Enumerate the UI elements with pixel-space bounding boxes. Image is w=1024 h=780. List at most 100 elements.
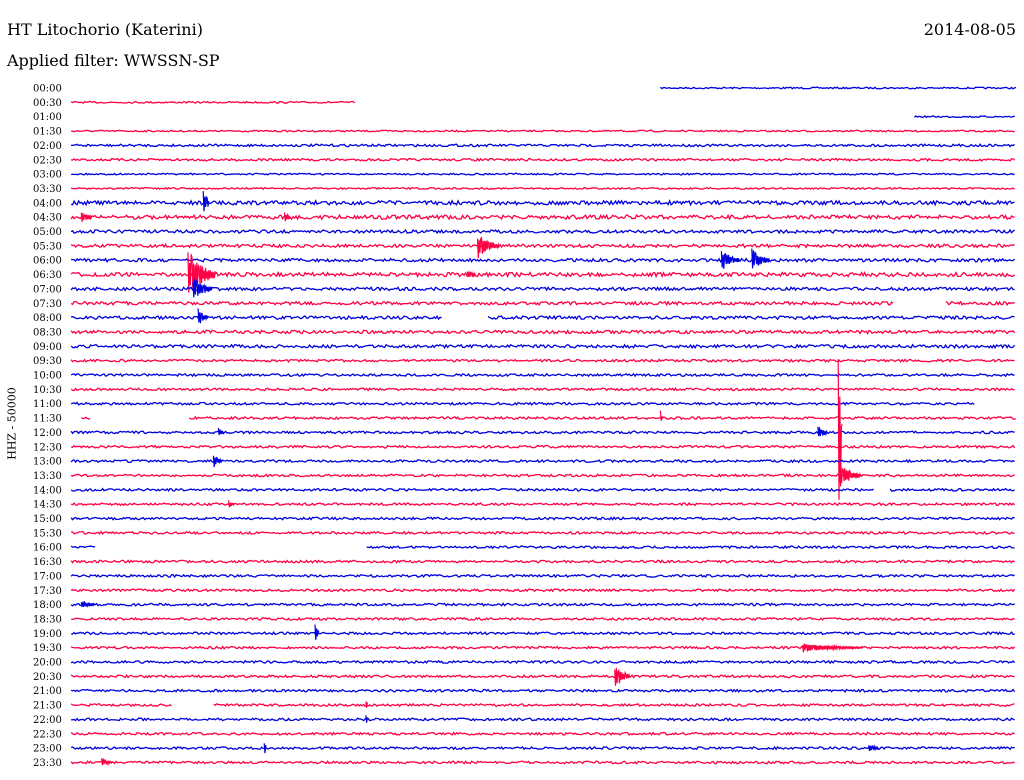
row-time-label: 07:30 bbox=[33, 299, 62, 310]
seismic-event bbox=[80, 212, 93, 222]
trace-line bbox=[70, 760, 1015, 765]
trace-line bbox=[913, 115, 1015, 119]
seismic-event bbox=[838, 461, 862, 484]
trace-line bbox=[70, 702, 1015, 708]
seismic-event bbox=[314, 624, 320, 640]
trace-line bbox=[70, 172, 1015, 176]
row-time-label: 04:30 bbox=[33, 213, 62, 224]
row-time-label: 13:00 bbox=[33, 457, 62, 468]
row-time-label: 15:00 bbox=[33, 514, 62, 525]
trace-line bbox=[70, 616, 1015, 622]
row-time-label: 05:30 bbox=[33, 241, 62, 252]
trace-line bbox=[70, 602, 1015, 607]
row-time-label: 06:00 bbox=[33, 256, 62, 267]
trace-line bbox=[70, 186, 1015, 191]
row-time-label: 05:00 bbox=[33, 227, 62, 238]
seismic-event bbox=[217, 427, 225, 436]
row-time-label: 11:00 bbox=[33, 399, 62, 410]
row-time-label: 01:30 bbox=[33, 127, 62, 138]
trace-line bbox=[70, 228, 1016, 235]
trace-line bbox=[70, 516, 1015, 521]
row-time-label: 06:30 bbox=[33, 270, 62, 281]
seismic-event bbox=[263, 743, 267, 754]
trace-line bbox=[70, 544, 1015, 550]
seismic-event bbox=[197, 308, 209, 324]
trace-line bbox=[70, 100, 356, 104]
trace-line bbox=[70, 731, 1015, 737]
row-time-label: 11:30 bbox=[33, 414, 62, 425]
row-time-label: 08:30 bbox=[33, 327, 62, 338]
seismic-event bbox=[614, 667, 631, 686]
trace-line bbox=[71, 129, 1015, 133]
row-time-label: 02:30 bbox=[33, 155, 62, 166]
row-time-label: 01:00 bbox=[33, 112, 62, 123]
row-time-label: 19:30 bbox=[33, 643, 62, 654]
row-time-label: 12:00 bbox=[33, 428, 62, 439]
trace-line bbox=[70, 343, 1016, 350]
row-time-label: 15:30 bbox=[33, 528, 62, 539]
seismic-event bbox=[802, 643, 864, 653]
row-time-label: 03:00 bbox=[33, 170, 62, 181]
trace-line bbox=[70, 157, 1016, 162]
row-time-label: 22:00 bbox=[33, 715, 62, 726]
trace-line bbox=[70, 645, 1016, 650]
trace-line bbox=[70, 401, 975, 407]
row-time-label: 14:00 bbox=[33, 485, 62, 496]
trace-line bbox=[70, 530, 1015, 536]
record-date: 2014-08-05 bbox=[923, 20, 1016, 39]
seismic-event bbox=[212, 455, 222, 468]
trace-line bbox=[71, 143, 1015, 148]
row-time-label: 23:00 bbox=[33, 744, 62, 755]
row-time-label: 17:30 bbox=[33, 586, 62, 597]
row-time-label: 07:00 bbox=[33, 284, 62, 295]
trace-line bbox=[70, 688, 1016, 693]
trace-line bbox=[70, 473, 1015, 478]
row-time-label: 14:30 bbox=[33, 500, 62, 511]
seismic-event bbox=[476, 236, 500, 259]
trace-line bbox=[70, 430, 1015, 435]
row-time-label: 12:30 bbox=[33, 442, 62, 453]
station-title: HT Litochorio (Katerini) bbox=[7, 20, 203, 39]
trace-line bbox=[70, 487, 1015, 493]
trace-line bbox=[70, 242, 1015, 249]
seismic-event bbox=[751, 248, 770, 269]
trace-line bbox=[70, 358, 1015, 363]
trace-line bbox=[70, 286, 1015, 292]
seismic-event bbox=[659, 410, 663, 422]
trace-line bbox=[659, 86, 1017, 90]
row-time-label: 20:00 bbox=[33, 658, 62, 669]
trace-line bbox=[71, 717, 1015, 722]
trace-line bbox=[70, 659, 1016, 665]
seismic-event bbox=[228, 500, 235, 508]
trace-line bbox=[80, 415, 1016, 421]
seismic-event bbox=[192, 279, 213, 298]
trace-line bbox=[70, 372, 1015, 378]
trace-line bbox=[70, 745, 1015, 751]
row-time-label: 10:30 bbox=[33, 385, 62, 396]
seismic-event bbox=[817, 426, 829, 437]
trace-line bbox=[70, 270, 1016, 279]
trace-line bbox=[70, 559, 1015, 564]
row-time-label: 20:30 bbox=[33, 672, 62, 683]
filter-label: Applied filter: WWSSN-SP bbox=[7, 51, 220, 70]
trace-line bbox=[70, 300, 1015, 307]
trace-line bbox=[70, 588, 1016, 593]
trace-line bbox=[70, 573, 1015, 579]
trace-line bbox=[70, 329, 1016, 335]
row-time-label: 04:00 bbox=[33, 198, 62, 209]
trace-line bbox=[70, 199, 1015, 207]
row-time-label: 21:30 bbox=[33, 701, 62, 712]
row-time-label: 18:30 bbox=[33, 614, 62, 625]
row-time-label: 00:30 bbox=[33, 98, 62, 109]
seismic-event bbox=[365, 715, 368, 723]
trace-line bbox=[70, 444, 1016, 450]
trace-line bbox=[71, 314, 1015, 321]
row-time-label: 08:00 bbox=[33, 313, 62, 324]
row-time-label: 03:30 bbox=[33, 184, 62, 195]
trace-line bbox=[70, 458, 1015, 464]
seismic-event bbox=[187, 252, 216, 293]
row-time-label: 10:00 bbox=[33, 371, 62, 382]
row-time-label: 16:00 bbox=[33, 543, 62, 554]
